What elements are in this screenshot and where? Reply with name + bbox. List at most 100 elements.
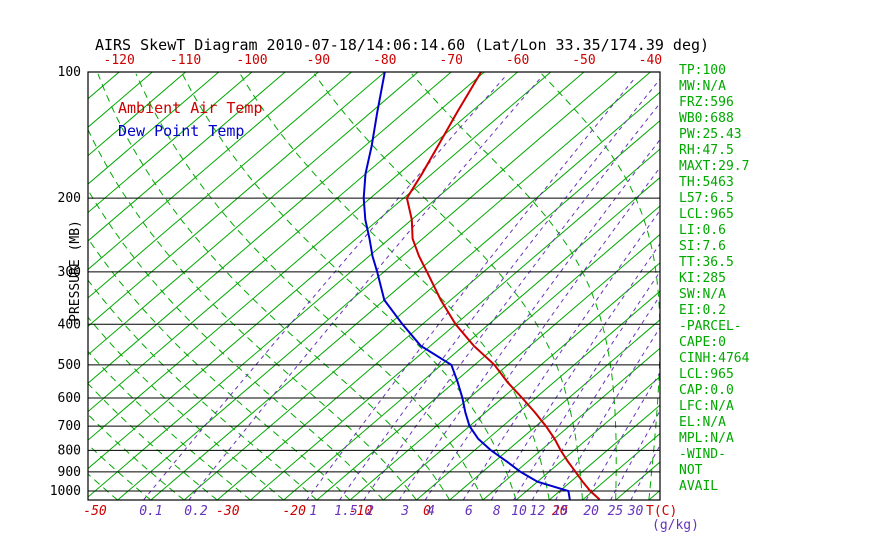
stats-line: AVAIL (679, 479, 719, 494)
stats-line: LCL:965 (679, 367, 734, 382)
stats-line: SW:N/A (679, 287, 726, 302)
mixing-ratio-tick-label: 0.2 (184, 504, 208, 519)
pressure-tick-label: 1000 (50, 484, 81, 499)
stats-line: MW:N/A (679, 79, 726, 94)
isotherm-line (88, 72, 352, 299)
top-axis-tick-label: -60 (506, 53, 529, 68)
mixing-ratio-tick-label: 4 (427, 504, 435, 519)
top-axis-tick-label: -100 (236, 53, 267, 68)
stats-line: RH:47.5 (679, 143, 734, 158)
mixing-ratio-tick-label: 25 (608, 504, 624, 519)
mixing-ratio-line (462, 209, 660, 500)
plot-border (87, 71, 661, 501)
stats-line: CINH:4764 (679, 351, 750, 366)
pressure-tick-label: 100 (58, 65, 81, 80)
moist-adiabat-line (541, 73, 660, 500)
stats-line: TP:100 (679, 63, 726, 78)
stats-line: CAPE:0 (679, 335, 726, 350)
pressure-tick-label: 600 (58, 391, 81, 406)
isotherm-line (250, 148, 660, 500)
bottom-temp-tick-label: -30 (216, 504, 240, 519)
bottom-temp-tick-label: 0 (423, 504, 431, 519)
isotherm-line (88, 72, 186, 157)
stats-line: EL:N/A (679, 415, 726, 430)
mixing-ratio-line (398, 138, 660, 500)
bottom-temp-tick-label: 20 (552, 504, 568, 519)
mixing-ratio-tick-label: 20 (583, 504, 599, 519)
isotherm-line (548, 404, 660, 500)
pressure-tick-label: 500 (58, 358, 81, 373)
isotherm-line (88, 72, 319, 271)
stats-line: -PARCEL- (679, 319, 742, 334)
isotherm-line (88, 72, 585, 498)
isotherm-line (88, 72, 386, 327)
moist-adiabat-line (88, 128, 417, 500)
isotherm-line (382, 262, 660, 500)
pressure-tick-label: 400 (58, 317, 81, 332)
isotherm-line (416, 290, 660, 500)
mixing-ratio-line (490, 243, 660, 500)
mixing-ratio-tick-label: 30 (627, 504, 644, 519)
top-axis-tick-label: -90 (307, 53, 330, 68)
isotherm-line (88, 72, 253, 214)
moist-adiabat-line (135, 73, 484, 500)
stats-line: MAXT:29.7 (679, 159, 750, 174)
moist-adiabat-line (239, 73, 550, 500)
isotherm-line (88, 72, 452, 384)
mixing-ratio-tick-label: 1.5 (334, 504, 358, 519)
isotherm-line (88, 72, 286, 242)
mixing-ratio-tick-label: 0.1 (139, 504, 162, 519)
stats-line: FRZ:596 (679, 95, 734, 110)
stats-line: EI:0.2 (679, 303, 726, 318)
mixing-ratio-tick-label: 10 (511, 504, 527, 519)
isotherm-line (88, 72, 518, 441)
plot-grid (0, 72, 660, 500)
stats-line: MPL:N/A (679, 431, 734, 446)
mixing-ratio-line (630, 444, 660, 500)
mixing-ratio-line (513, 270, 660, 500)
isotherm-line (216, 119, 660, 500)
ambient-temp-curve (405, 72, 601, 500)
top-axis-tick-label: -110 (170, 53, 201, 68)
isotherm-line (349, 233, 660, 500)
top-axis-tick-label: -120 (104, 53, 135, 68)
mixing-ratio-tick-label: 1 (309, 504, 317, 519)
isotherm-line (88, 72, 552, 470)
mixing-ratio-tick-label: 8 (493, 504, 501, 519)
bottom-temp-tick-label: -50 (83, 504, 107, 519)
isotherm-line (0, 72, 53, 500)
moist-adiabat-line (313, 73, 583, 500)
moist-adiabat-line (88, 188, 384, 500)
stats-line: LFC:N/A (679, 399, 734, 414)
stats-line: PW:25.43 (679, 127, 742, 142)
moist-adiabat-line (411, 73, 617, 500)
top-axis-tick-label: -50 (572, 53, 595, 68)
mixing-ratio-line (531, 295, 660, 500)
legend-ambient-air-temp: Ambient Air Temp (118, 99, 263, 117)
stats-line: CAP:0.0 (679, 383, 734, 398)
mixing-ratio-tick-label: 12 (530, 504, 546, 519)
stats-line: WB0:688 (679, 111, 734, 126)
bottom-temp-tick-label: -10 (349, 504, 373, 519)
mixing-ratio-tick-label: 3 (400, 504, 409, 519)
mixing-ratio-line (339, 78, 660, 500)
stats-line: LCL:965 (679, 207, 734, 222)
stats-line: KI:285 (679, 271, 726, 286)
legend-dew-point-temp: Dew Point Temp (118, 122, 245, 140)
stats-line: NOT (679, 463, 703, 478)
isotherm-line (316, 205, 660, 500)
stats-line: TT:36.5 (679, 255, 734, 270)
isotherm-line (449, 319, 660, 500)
bottom-temp-tick-label: -20 (282, 504, 306, 519)
stats-line: -WIND- (679, 447, 726, 462)
mixing-ratio-line (585, 371, 660, 500)
stats-line: TH:5463 (679, 175, 734, 190)
isotherm-line (515, 376, 660, 500)
top-axis-tick-label: -70 (439, 53, 462, 68)
chart-title: AIRS SkewT Diagram 2010-07-18/14:06:14.6… (94, 36, 710, 54)
moist-adiabat-line (97, 73, 451, 500)
temp-unit-label: T(C) (646, 504, 677, 519)
isotherm-line (88, 72, 485, 413)
